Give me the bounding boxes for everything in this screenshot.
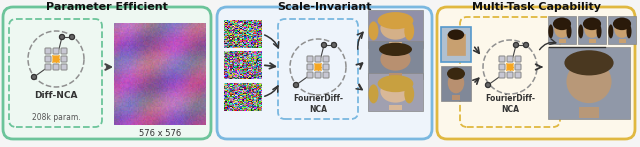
FancyBboxPatch shape bbox=[315, 56, 321, 62]
Ellipse shape bbox=[404, 21, 414, 40]
Bar bbox=[388, 42, 403, 47]
Circle shape bbox=[60, 35, 65, 40]
FancyBboxPatch shape bbox=[499, 56, 505, 62]
Circle shape bbox=[486, 82, 490, 87]
Bar bbox=[368, 73, 423, 111]
FancyBboxPatch shape bbox=[307, 56, 313, 62]
Bar bbox=[548, 47, 630, 119]
FancyBboxPatch shape bbox=[515, 72, 521, 78]
Ellipse shape bbox=[554, 21, 570, 38]
Ellipse shape bbox=[379, 43, 412, 56]
Circle shape bbox=[524, 42, 529, 47]
Ellipse shape bbox=[449, 34, 463, 53]
Circle shape bbox=[70, 35, 74, 40]
Ellipse shape bbox=[369, 21, 378, 40]
FancyBboxPatch shape bbox=[323, 72, 329, 78]
FancyBboxPatch shape bbox=[315, 72, 321, 78]
Circle shape bbox=[31, 75, 36, 80]
Ellipse shape bbox=[564, 50, 614, 75]
FancyBboxPatch shape bbox=[45, 64, 51, 70]
FancyBboxPatch shape bbox=[323, 64, 329, 70]
Ellipse shape bbox=[613, 17, 631, 30]
Ellipse shape bbox=[380, 48, 411, 71]
FancyBboxPatch shape bbox=[437, 7, 635, 139]
Text: Parameter Efficient: Parameter Efficient bbox=[46, 2, 168, 12]
Ellipse shape bbox=[378, 12, 413, 29]
FancyBboxPatch shape bbox=[45, 56, 51, 62]
Circle shape bbox=[321, 42, 326, 47]
FancyBboxPatch shape bbox=[507, 72, 513, 78]
Bar bbox=[388, 72, 403, 78]
Text: FourierDiff-
NCA: FourierDiff- NCA bbox=[293, 94, 343, 114]
Text: Multi-Task Capability: Multi-Task Capability bbox=[472, 2, 600, 12]
Ellipse shape bbox=[596, 24, 602, 38]
FancyBboxPatch shape bbox=[307, 72, 313, 78]
FancyBboxPatch shape bbox=[515, 56, 521, 62]
FancyBboxPatch shape bbox=[217, 7, 432, 139]
Circle shape bbox=[294, 82, 298, 87]
FancyBboxPatch shape bbox=[307, 64, 313, 70]
Bar bbox=[548, 16, 576, 44]
Text: 208k param.: 208k param. bbox=[32, 112, 80, 122]
FancyBboxPatch shape bbox=[515, 64, 521, 70]
Bar bbox=[579, 107, 599, 118]
Ellipse shape bbox=[447, 68, 465, 80]
Ellipse shape bbox=[404, 84, 414, 103]
FancyBboxPatch shape bbox=[53, 48, 59, 54]
Bar bbox=[559, 39, 566, 44]
Bar bbox=[618, 39, 625, 44]
Circle shape bbox=[332, 42, 337, 47]
FancyBboxPatch shape bbox=[507, 64, 513, 70]
Ellipse shape bbox=[448, 72, 464, 93]
Text: Scale-Invariant: Scale-Invariant bbox=[276, 2, 371, 12]
Bar bbox=[441, 66, 471, 101]
Ellipse shape bbox=[584, 21, 600, 38]
FancyBboxPatch shape bbox=[315, 64, 321, 70]
FancyBboxPatch shape bbox=[61, 56, 67, 62]
Bar bbox=[589, 39, 595, 44]
Ellipse shape bbox=[583, 17, 601, 30]
FancyBboxPatch shape bbox=[507, 56, 513, 62]
Ellipse shape bbox=[553, 17, 571, 30]
Ellipse shape bbox=[627, 24, 632, 38]
FancyBboxPatch shape bbox=[499, 64, 505, 70]
Bar bbox=[368, 41, 423, 79]
FancyBboxPatch shape bbox=[53, 56, 59, 62]
Ellipse shape bbox=[566, 60, 612, 103]
Bar bbox=[441, 27, 471, 62]
Circle shape bbox=[513, 42, 518, 47]
Ellipse shape bbox=[614, 21, 630, 38]
Text: Diff-NCA: Diff-NCA bbox=[35, 91, 77, 100]
Ellipse shape bbox=[380, 80, 411, 103]
Text: FourierDiff-
NCA: FourierDiff- NCA bbox=[485, 94, 535, 114]
Bar bbox=[452, 95, 460, 100]
Ellipse shape bbox=[608, 24, 613, 38]
Bar bbox=[578, 16, 606, 44]
Ellipse shape bbox=[548, 24, 554, 38]
Ellipse shape bbox=[579, 24, 583, 38]
FancyBboxPatch shape bbox=[61, 48, 67, 54]
Bar bbox=[368, 10, 423, 48]
Ellipse shape bbox=[380, 17, 411, 40]
FancyBboxPatch shape bbox=[499, 72, 505, 78]
Bar bbox=[608, 16, 636, 44]
FancyBboxPatch shape bbox=[53, 64, 59, 70]
FancyBboxPatch shape bbox=[323, 56, 329, 62]
Ellipse shape bbox=[369, 84, 378, 103]
Ellipse shape bbox=[566, 24, 572, 38]
Ellipse shape bbox=[378, 75, 413, 92]
Ellipse shape bbox=[448, 29, 464, 40]
Bar bbox=[447, 34, 465, 55]
Bar bbox=[388, 105, 403, 110]
FancyBboxPatch shape bbox=[45, 48, 51, 54]
FancyBboxPatch shape bbox=[61, 64, 67, 70]
FancyBboxPatch shape bbox=[3, 7, 211, 139]
Text: 576 x 576: 576 x 576 bbox=[139, 128, 181, 137]
